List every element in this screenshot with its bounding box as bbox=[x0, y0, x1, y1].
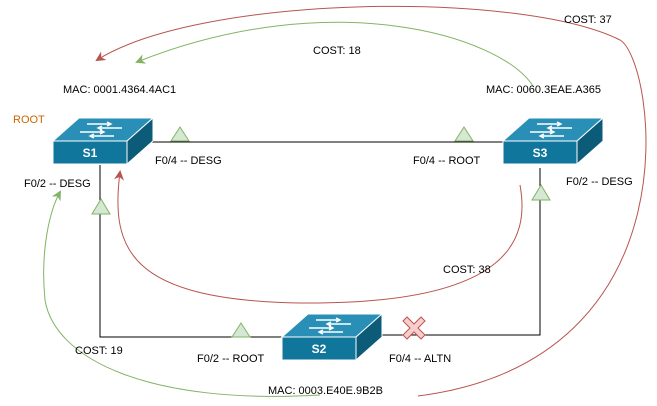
path-arrow-s2-to-s1 bbox=[43, 190, 321, 397]
switch-s2-label: S2 bbox=[312, 342, 327, 356]
port-indicator-s1-f02 bbox=[91, 198, 111, 215]
link-s3-s2 bbox=[382, 168, 541, 336]
switch-arrows-icon bbox=[530, 121, 572, 139]
port-indicator-s3-f04 bbox=[454, 126, 474, 142]
s1-f02-port-label: F0/2 -- DESG bbox=[24, 178, 91, 190]
cost-37-label: COST: 37 bbox=[564, 14, 612, 26]
s2-mac-label: MAC: 0003.E40E.9B2B bbox=[268, 385, 383, 397]
s3-f02-port-label: F0/2 -- DESG bbox=[566, 176, 633, 188]
switch-arrows-icon bbox=[309, 317, 351, 335]
switch-s3[interactable]: S3 bbox=[501, 116, 605, 166]
switch-s3-label: S3 bbox=[533, 146, 548, 160]
blocked-port-x-icon bbox=[402, 316, 426, 340]
path-arrow-s2-to-s1-via-s3 bbox=[95, 5, 647, 397]
port-indicator-s2-f02 bbox=[231, 322, 251, 338]
switch-s2[interactable]: S2 bbox=[280, 312, 384, 362]
s3-f04-port-label: F0/4 -- ROOT bbox=[413, 155, 481, 167]
root-label: ROOT bbox=[13, 114, 45, 126]
port-indicator-s1-f04 bbox=[170, 126, 190, 142]
s1-mac-label: MAC: 0001.4364.4AC1 bbox=[63, 84, 176, 96]
link-s1-s2 bbox=[99, 165, 282, 338]
s1-f04-port-label: F0/4 -- DESG bbox=[155, 155, 222, 167]
cost-19-label: COST: 19 bbox=[75, 345, 123, 357]
s2-f02-port-label: F0/2 -- ROOT bbox=[197, 353, 265, 365]
path-arrow-s3-to-s1 bbox=[135, 21, 534, 87]
cost-18-label: COST: 18 bbox=[313, 45, 361, 57]
cost-38-label: COST: 38 bbox=[443, 264, 491, 276]
path-arrow-s3-to-s1-via-s2 bbox=[114, 170, 523, 304]
port-indicator-s3-f02 bbox=[531, 184, 551, 201]
s2-f04-port-label: F0/4 -- ALTN bbox=[389, 353, 451, 365]
switch-s1-label: S1 bbox=[83, 146, 98, 160]
switch-s1[interactable]: S1 bbox=[51, 116, 155, 166]
s3-mac-label: MAC: 0060.3EAE.A365 bbox=[486, 84, 601, 96]
switch-arrows-icon bbox=[80, 121, 122, 139]
